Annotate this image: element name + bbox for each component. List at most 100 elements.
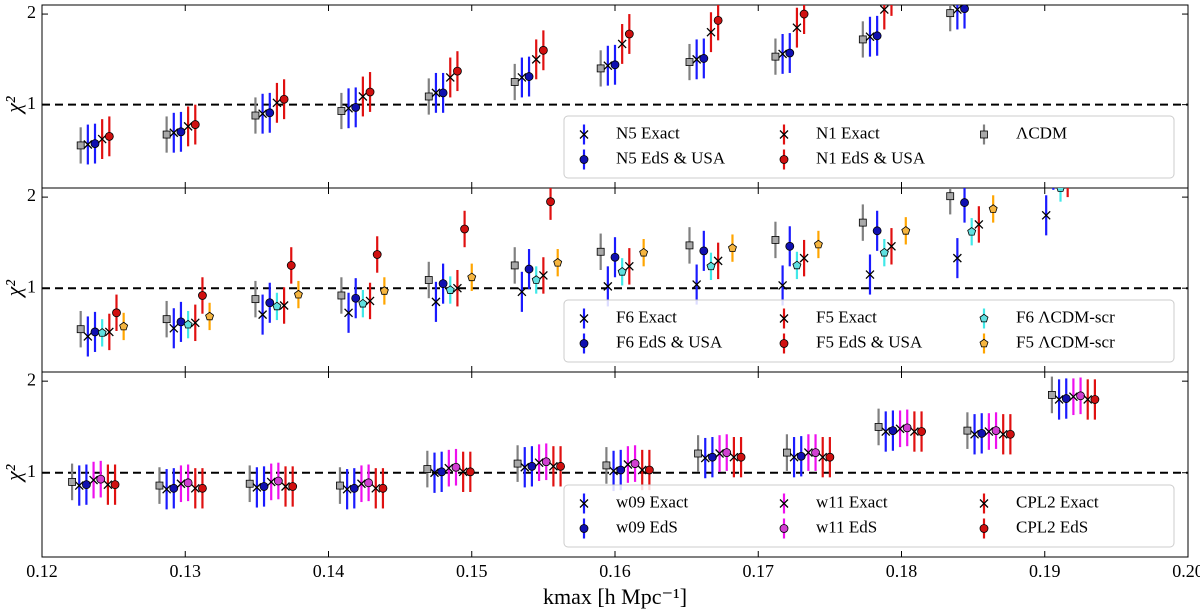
- marker: [596, 247, 605, 256]
- marker: [799, 9, 809, 19]
- marker: [603, 281, 613, 291]
- marker: [596, 64, 605, 73]
- x-tick-label: 0.15: [456, 561, 488, 581]
- marker: [453, 66, 462, 76]
- marker: [556, 461, 565, 471]
- marker: [960, 5, 969, 14]
- marker: [879, 5, 889, 14]
- marker: [879, 247, 889, 257]
- marker: [736, 452, 746, 462]
- marker: [351, 102, 361, 112]
- marker: [176, 317, 186, 327]
- legend-label: F6 Exact: [616, 307, 677, 326]
- marker: [364, 478, 374, 488]
- marker: [119, 321, 129, 331]
- x-tick-label: 0.14: [313, 561, 345, 581]
- marker: [779, 499, 789, 508]
- legend-label: CPL2 EdS: [1016, 517, 1088, 536]
- marker: [779, 130, 789, 139]
- marker: [888, 426, 898, 436]
- y-tick-label: 2: [27, 185, 36, 205]
- y-axis-label: χ²: [1, 464, 26, 483]
- marker: [266, 477, 276, 487]
- marker: [785, 241, 795, 251]
- x-tick-label: 0.20: [1172, 561, 1200, 581]
- legend-label: CPL2 Exact: [1016, 492, 1099, 511]
- marker: [610, 60, 620, 70]
- marker: [534, 458, 544, 468]
- marker: [644, 465, 654, 475]
- marker: [83, 140, 93, 149]
- marker: [729, 452, 739, 462]
- x-axis-label: kmax [h Mpc⁻¹]: [543, 584, 687, 609]
- marker: [252, 482, 262, 492]
- x-tick-label: 0.19: [1029, 561, 1061, 581]
- plot-area: [68, 376, 1100, 510]
- marker: [779, 339, 789, 348]
- marker: [609, 466, 619, 476]
- marker: [715, 449, 725, 458]
- marker: [722, 448, 732, 457]
- marker: [699, 246, 709, 256]
- x-tick-label: 0.18: [886, 561, 918, 581]
- marker: [699, 54, 709, 63]
- marker: [258, 109, 268, 119]
- marker: [548, 461, 558, 471]
- marker: [1083, 395, 1093, 404]
- legend-label: F5 Exact: [816, 307, 877, 326]
- marker: [952, 5, 962, 14]
- marker: [630, 459, 640, 468]
- legend-label: F5 EdS & USA: [816, 332, 923, 351]
- marker: [162, 484, 172, 494]
- marker: [624, 29, 634, 39]
- marker: [980, 130, 988, 139]
- marker: [272, 301, 282, 311]
- legend-label: F5 ΛCDM-scr: [1016, 332, 1115, 351]
- marker: [1068, 392, 1078, 402]
- marker: [510, 261, 519, 270]
- marker: [513, 459, 522, 468]
- marker: [1076, 391, 1085, 401]
- marker: [1090, 395, 1100, 404]
- marker: [895, 424, 905, 434]
- marker: [637, 465, 647, 475]
- legend-label: w09 Exact: [616, 492, 689, 511]
- marker: [771, 236, 780, 244]
- x-tick-label: 0.13: [170, 561, 202, 581]
- marker: [874, 423, 883, 431]
- marker: [977, 428, 987, 438]
- marker: [265, 108, 275, 118]
- marker: [538, 270, 548, 280]
- marker: [602, 461, 611, 470]
- marker: [438, 88, 448, 98]
- marker: [337, 291, 346, 300]
- marker: [524, 264, 534, 274]
- marker: [685, 58, 694, 66]
- x-tick-label: 0.16: [599, 561, 631, 581]
- marker: [198, 291, 207, 300]
- marker: [779, 155, 789, 164]
- marker: [579, 130, 589, 139]
- marker: [813, 239, 823, 249]
- marker: [541, 457, 551, 467]
- marker: [858, 218, 867, 227]
- y-axis-label: χ²: [1, 280, 26, 299]
- marker: [579, 499, 589, 508]
- marker: [694, 449, 702, 458]
- marker: [76, 141, 85, 150]
- marker: [984, 427, 994, 436]
- marker: [251, 111, 260, 120]
- marker: [451, 462, 461, 472]
- marker: [444, 463, 454, 473]
- marker: [952, 253, 962, 263]
- marker: [103, 480, 113, 490]
- marker: [779, 524, 789, 533]
- marker: [803, 448, 813, 458]
- marker: [610, 252, 620, 262]
- marker: [778, 281, 788, 290]
- marker: [365, 87, 375, 97]
- marker: [349, 483, 359, 493]
- marker: [700, 453, 710, 463]
- marker: [887, 241, 896, 251]
